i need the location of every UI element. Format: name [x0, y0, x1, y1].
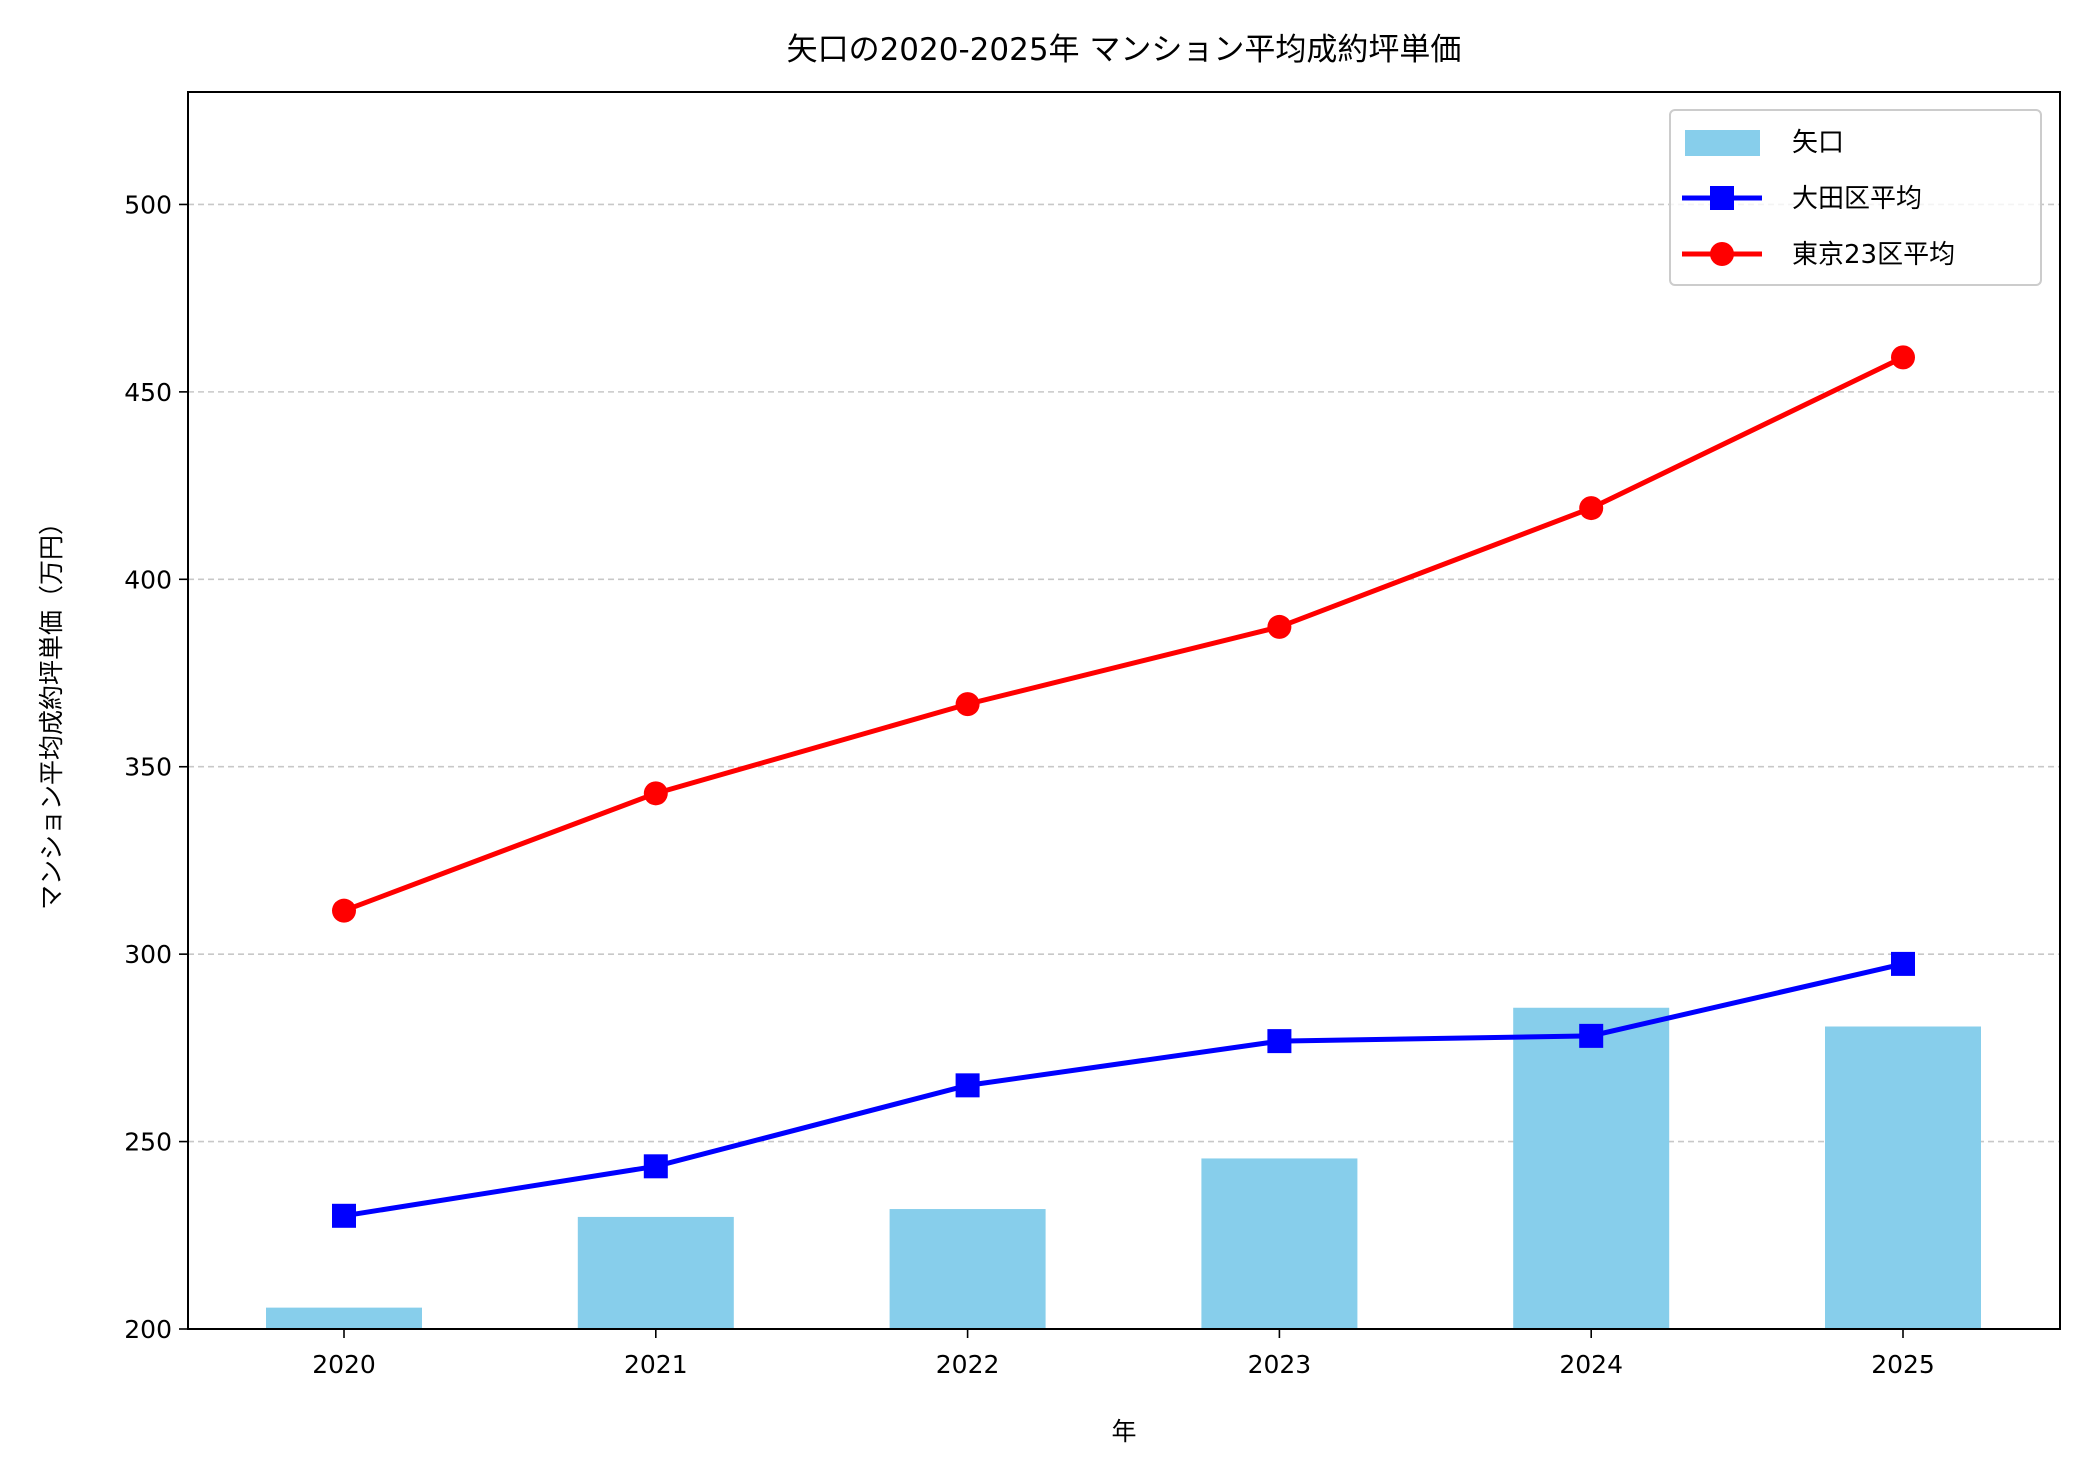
- x-tick-label: 2020: [312, 1350, 376, 1379]
- y-tick-label: 450: [124, 378, 172, 407]
- point-marker: [643, 781, 668, 806]
- point-marker: [1891, 951, 1915, 976]
- legend-label: 東京23区平均: [1792, 240, 1955, 270]
- series-line: [343, 355, 1905, 914]
- legend-marker: [1710, 242, 1734, 266]
- x-axis-label: 年: [1111, 1417, 1136, 1446]
- y-tick-label: 350: [124, 753, 172, 782]
- legend-swatch: [1685, 130, 1760, 156]
- point-marker: [1579, 1023, 1604, 1048]
- bar-2025: [1825, 1026, 1981, 1329]
- point-marker: [955, 692, 980, 717]
- bar-2021: [577, 1216, 734, 1329]
- bar-2024: [1513, 1007, 1670, 1329]
- x-tick-label: 2024: [1559, 1350, 1623, 1379]
- point-marker: [643, 1154, 668, 1179]
- bar-2022: [889, 1209, 1046, 1329]
- legend-label: 矢口: [1792, 128, 1844, 158]
- point-marker: [1267, 614, 1292, 639]
- bar-2020: [266, 1307, 422, 1329]
- bar-2023: [1201, 1158, 1358, 1329]
- x-tick-label: 2022: [936, 1350, 1000, 1379]
- x-tick-label: 2025: [1871, 1350, 1935, 1379]
- x-tick-label: 2021: [624, 1350, 688, 1379]
- y-tick-label: 250: [124, 1128, 172, 1157]
- y-tick-label: 300: [124, 940, 172, 969]
- y-tick-label: 500: [124, 190, 172, 219]
- point-marker: [332, 1203, 356, 1228]
- point-marker: [955, 1073, 980, 1098]
- point-marker: [1579, 496, 1604, 521]
- y-axis-label: マンション平均成約坪単価（万円）: [37, 510, 66, 910]
- chart-title: 矢口の2020-2025年 マンション平均成約坪単価: [787, 32, 1462, 68]
- legend-marker: [1710, 186, 1734, 210]
- plot-frame: [187, 91, 2061, 1330]
- y-tick-label: 400: [124, 565, 172, 594]
- x-tick-label: 2023: [1248, 1350, 1312, 1379]
- point-marker: [1267, 1029, 1292, 1054]
- series-line: [343, 961, 1904, 1219]
- point-marker: [1891, 345, 1915, 370]
- point-marker: [332, 898, 356, 923]
- y-tick-label: 200: [124, 1315, 172, 1344]
- legend-label: 大田区平均: [1792, 184, 1922, 214]
